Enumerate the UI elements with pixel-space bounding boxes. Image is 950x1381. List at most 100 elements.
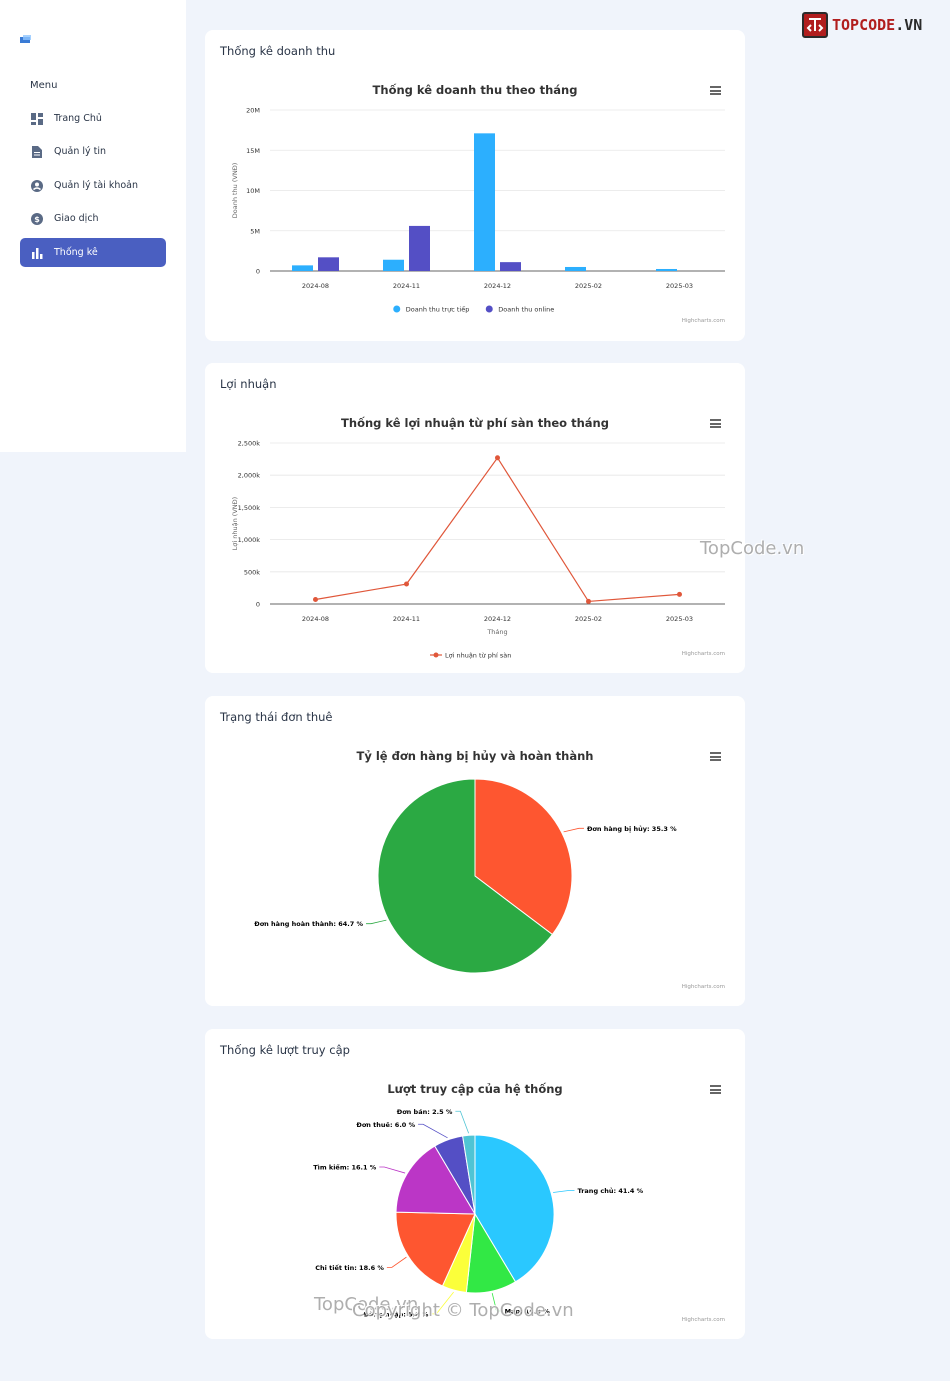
x-tick-label: 2025-03 [666, 615, 693, 623]
bar [383, 259, 404, 271]
pie-slice [462, 1134, 476, 1215]
y-axis-label: Doanh thu (VNĐ) [231, 163, 239, 219]
y-tick-label: 10M [246, 187, 260, 195]
legend-label: Doanh thu trực tiếp [406, 306, 470, 314]
pie-data-label: Chi tiết tin: 18.6 % [315, 1263, 384, 1272]
account-icon [30, 179, 44, 193]
y-tick-label: 1,000k [238, 536, 261, 544]
highcharts-credit[interactable]: Highcharts.com [681, 1317, 725, 1323]
x-tick-label: 2024-12 [484, 615, 511, 623]
series-line [315, 456, 680, 603]
watermark-bottom-left: TopCode.vn [314, 1294, 419, 1315]
dollar-icon: $ [30, 212, 44, 226]
legend-marker [433, 652, 439, 658]
legend-marker [393, 305, 401, 313]
pie-data-label: Đơn thuê: 6.0 % [356, 1121, 415, 1129]
x-tick-label: 2024-08 [302, 615, 329, 623]
chart-title: Thống kê lợi nhuận từ phí sàn theo tháng [341, 416, 609, 430]
y-tick-label: 5M [250, 227, 260, 235]
sidebar-item-home[interactable]: Trang Chủ [20, 104, 166, 133]
svg-text:$: $ [34, 215, 40, 224]
chart-menu-icon[interactable] [710, 1085, 721, 1094]
app-logo-icon[interactable] [20, 30, 32, 43]
pie-connector [491, 1293, 502, 1312]
y-tick-label: 1,500k [238, 504, 261, 512]
watermark-bottom: Copyright © TopCode.vn [352, 1300, 574, 1321]
y-axis-label: Lợi nhuận (VNĐ) [231, 497, 239, 550]
pie-data-label: Đơn hàng hoàn thành: 64.7 % [254, 920, 363, 928]
highcharts-credit[interactable]: Highcharts.com [681, 984, 725, 990]
pie-slice [395, 1145, 476, 1215]
menu-title: Menu [30, 80, 58, 91]
x-tick-label: 2024-11 [393, 615, 420, 623]
bar-chart-icon [30, 246, 44, 260]
pie-connector [366, 919, 387, 925]
x-tick-label: 2025-02 [575, 282, 602, 290]
pie-connector [418, 1123, 448, 1139]
x-tick-label: 2025-02 [575, 615, 602, 623]
pie-connector [553, 1189, 575, 1193]
sidebar-item-label: Trang Chủ [54, 113, 102, 124]
chart-title: Tỷ lệ đơn hàng bị hủy và hoàn thành [356, 749, 594, 763]
profit-card: Lợi nhuận Thống kê lợi nhuận từ phí sàn … [205, 363, 745, 673]
pie-connector [563, 827, 584, 833]
y-tick-label: 15M [246, 147, 260, 155]
bar [409, 225, 430, 271]
sidebar-item-transactions[interactable]: $ Giao dịch [20, 204, 166, 233]
sidebar: Menu Trang Chủ Quản lý tin Quản lý tài k… [0, 0, 186, 452]
data-point [495, 455, 500, 461]
pie-data-label: Đơn bán: 2.5 % [397, 1108, 453, 1116]
y-tick-label: 0 [256, 268, 260, 276]
card-title: Thống kê lượt truy cập [220, 1043, 350, 1057]
y-tick-label: 2,000k [238, 472, 261, 480]
legend-marker [485, 305, 493, 313]
y-tick-label: 0 [256, 601, 260, 609]
data-point [404, 581, 409, 587]
revenue-bar-chart: 0 5M 10M 15M 20M Doanh thu (VNĐ) 2024-08 2024-1… [231, 107, 725, 314]
bar [656, 268, 677, 271]
pie-slice [474, 1134, 555, 1283]
sidebar-item-label: Thống kê [54, 247, 98, 258]
profit-line-chart: 0 500k 1,000k 1,500k 2,000k 2,500k Lợi nhuận (… [231, 440, 725, 660]
data-point [677, 591, 682, 597]
pie-data-label: Đăng nhập: 5.0 % [364, 1310, 429, 1318]
sidebar-item-label: Quản lý tài khoản [54, 180, 139, 191]
x-tick-label: 2024-11 [393, 282, 420, 290]
watermark-side: TopCode.vn [700, 538, 805, 559]
pie-slice [474, 778, 573, 936]
pie-connector [386, 1256, 407, 1268]
bar [474, 133, 495, 271]
bar [318, 257, 339, 271]
card-title: Trạng thái đơn thuê [220, 710, 333, 724]
bar [565, 266, 586, 271]
pie-data-label: Trang chủ: 41.4 % [578, 1187, 644, 1195]
dashboard-icon [30, 112, 44, 126]
topcode-logo: TOPCODE.VN [802, 11, 922, 39]
y-tick-label: 2,500k [238, 440, 261, 448]
data-point [586, 598, 591, 604]
card-title: Thống kê doanh thu [220, 44, 336, 58]
data-point [313, 596, 318, 602]
pie-connector [455, 1110, 470, 1134]
legend-label: Doanh thu online [498, 306, 554, 314]
topcode-text: TOPCODE.VN [832, 16, 923, 34]
revenue-card: Thống kê doanh thu Thống kê doanh thu th… [205, 30, 745, 341]
pie-slice [395, 1211, 476, 1287]
highcharts-credit[interactable]: Highcharts.com [681, 651, 725, 657]
x-axis-label: Tháng [486, 628, 507, 636]
sidebar-item-statistics[interactable]: Thống kê [20, 238, 166, 267]
sidebar-item-posts[interactable]: Quản lý tin [20, 137, 166, 166]
chart-menu-icon[interactable] [710, 752, 721, 761]
card-title: Lợi nhuận [220, 377, 277, 391]
highcharts-credit[interactable]: Highcharts.com [681, 318, 725, 324]
chart-menu-icon[interactable] [710, 419, 721, 428]
bar [500, 262, 521, 271]
pie-connector [431, 1291, 454, 1315]
pie-data-label: Tìm kiếm: 16.1 % [313, 1163, 377, 1172]
chart-menu-icon[interactable] [710, 86, 721, 95]
sidebar-item-label: Quản lý tin [54, 146, 107, 157]
pie-data-label: Map: 10.3 % [505, 1307, 551, 1315]
sidebar-item-accounts[interactable]: Quản lý tài khoản [20, 171, 166, 200]
order-status-pie-chart: Đơn hàng bị hủy: 35.3 % Đơn hàng hoàn thà… [254, 778, 677, 974]
visits-card: Thống kê lượt truy cập Lượt truy cập của… [205, 1029, 745, 1339]
